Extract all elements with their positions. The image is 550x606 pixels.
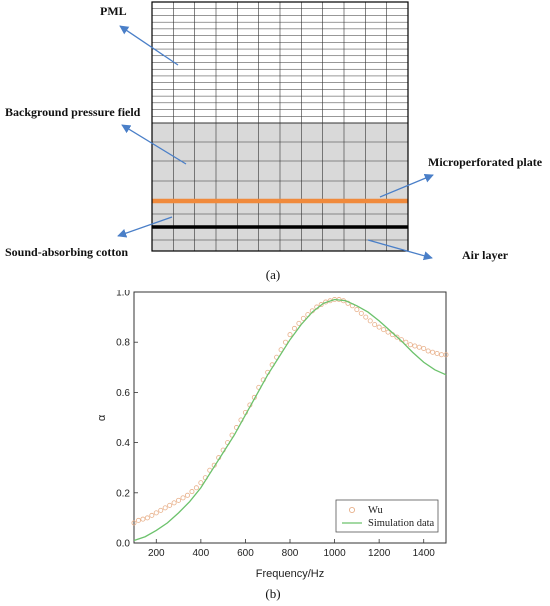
- simulation-line: [133, 298, 447, 542]
- wu-point: [412, 343, 418, 349]
- cotton-label: Sound-absorbing cotton: [5, 245, 128, 259]
- wu-point: [300, 315, 306, 321]
- wu-point: [135, 517, 141, 523]
- wu-point: [416, 344, 422, 350]
- x-tick-label: 400: [193, 548, 210, 559]
- mesh-diagram: PML Background pressure field Microperfo…: [5, 1, 543, 282]
- y-tick-label: 0.4: [116, 438, 130, 449]
- wu-point: [287, 332, 293, 338]
- chart-series: [131, 297, 449, 542]
- wu-point: [180, 495, 186, 501]
- wu-point: [381, 327, 387, 333]
- wu-point: [443, 352, 449, 358]
- legend-label-wu: Wu: [368, 505, 383, 516]
- wu-point: [407, 342, 413, 348]
- wu-point: [162, 505, 168, 511]
- caption-b: (b): [265, 586, 280, 601]
- wu-point: [434, 350, 440, 356]
- legend: Wu Simulation data: [335, 499, 439, 533]
- wu-point: [184, 492, 190, 498]
- wu-point: [385, 329, 391, 335]
- mesh-outline: [151, 1, 409, 252]
- y-tick-label: 0.0: [116, 539, 130, 550]
- wu-point: [363, 314, 369, 320]
- wu-point: [367, 318, 373, 324]
- microperforated-arrow: [379, 173, 434, 198]
- wu-point: [189, 489, 195, 495]
- wu-point: [149, 512, 155, 518]
- wu-point: [153, 510, 159, 516]
- wu-point: [394, 334, 400, 340]
- wu-point: [140, 516, 146, 522]
- wu-point: [176, 497, 182, 503]
- pml-label: PML: [100, 4, 127, 18]
- wu-point: [131, 520, 137, 526]
- wu-point: [403, 339, 409, 345]
- wu-point: [430, 349, 436, 355]
- x-tick-label: 800: [282, 548, 299, 559]
- y-tick-label: 1.0: [116, 290, 130, 299]
- wu-point: [158, 507, 164, 513]
- wu-point: [318, 302, 324, 308]
- wu-point: [167, 502, 173, 508]
- mesh-grid: [151, 1, 409, 252]
- y-tick-label: 0.6: [116, 388, 130, 399]
- air-arrow: [367, 239, 433, 261]
- pml-arrow: [119, 25, 179, 66]
- cotton-arrow: [117, 216, 173, 238]
- wu-point: [144, 515, 150, 521]
- x-axis-title: Frequency/Hz: [256, 568, 324, 580]
- wu-point: [421, 345, 427, 351]
- x-tick-label: 1200: [368, 548, 391, 559]
- wu-point: [291, 325, 297, 331]
- wu-point: [198, 480, 204, 486]
- legend-marker-wu: [348, 506, 356, 514]
- air-label: Air layer: [462, 248, 509, 262]
- wu-point: [171, 500, 177, 506]
- wu-point: [376, 324, 382, 330]
- x-tick-label: 600: [237, 548, 254, 559]
- wu-point: [425, 348, 431, 354]
- wu-point: [354, 307, 360, 313]
- legend-label-simulation: Simulation data: [368, 518, 435, 529]
- y-axis-title: α: [96, 414, 108, 421]
- absorption-chart: 200 400 600 800 1000 1200 1400 0.0 0.2 0.4 0.6 0.8 1…: [96, 290, 449, 601]
- axis-ticks: 200 400 600 800 1000 1200 1400 0.0 0.2 0.4 0.6 0.8 1…: [116, 290, 435, 559]
- wu-point: [296, 320, 302, 326]
- wu-point: [372, 322, 378, 328]
- microperforated-label: Microperforated plate: [428, 155, 543, 169]
- caption-a: (a): [266, 267, 280, 282]
- x-tick-label: 200: [148, 548, 165, 559]
- background-arrow: [121, 124, 187, 165]
- legend-box: [335, 499, 439, 533]
- y-tick-label: 0.2: [116, 488, 130, 499]
- background-label: Background pressure field: [5, 105, 141, 119]
- x-tick-label: 1400: [413, 548, 436, 559]
- y-tick-label: 0.8: [116, 338, 130, 349]
- wu-point: [358, 310, 364, 316]
- x-tick-label: 1000: [323, 548, 346, 559]
- wu-point: [193, 485, 199, 491]
